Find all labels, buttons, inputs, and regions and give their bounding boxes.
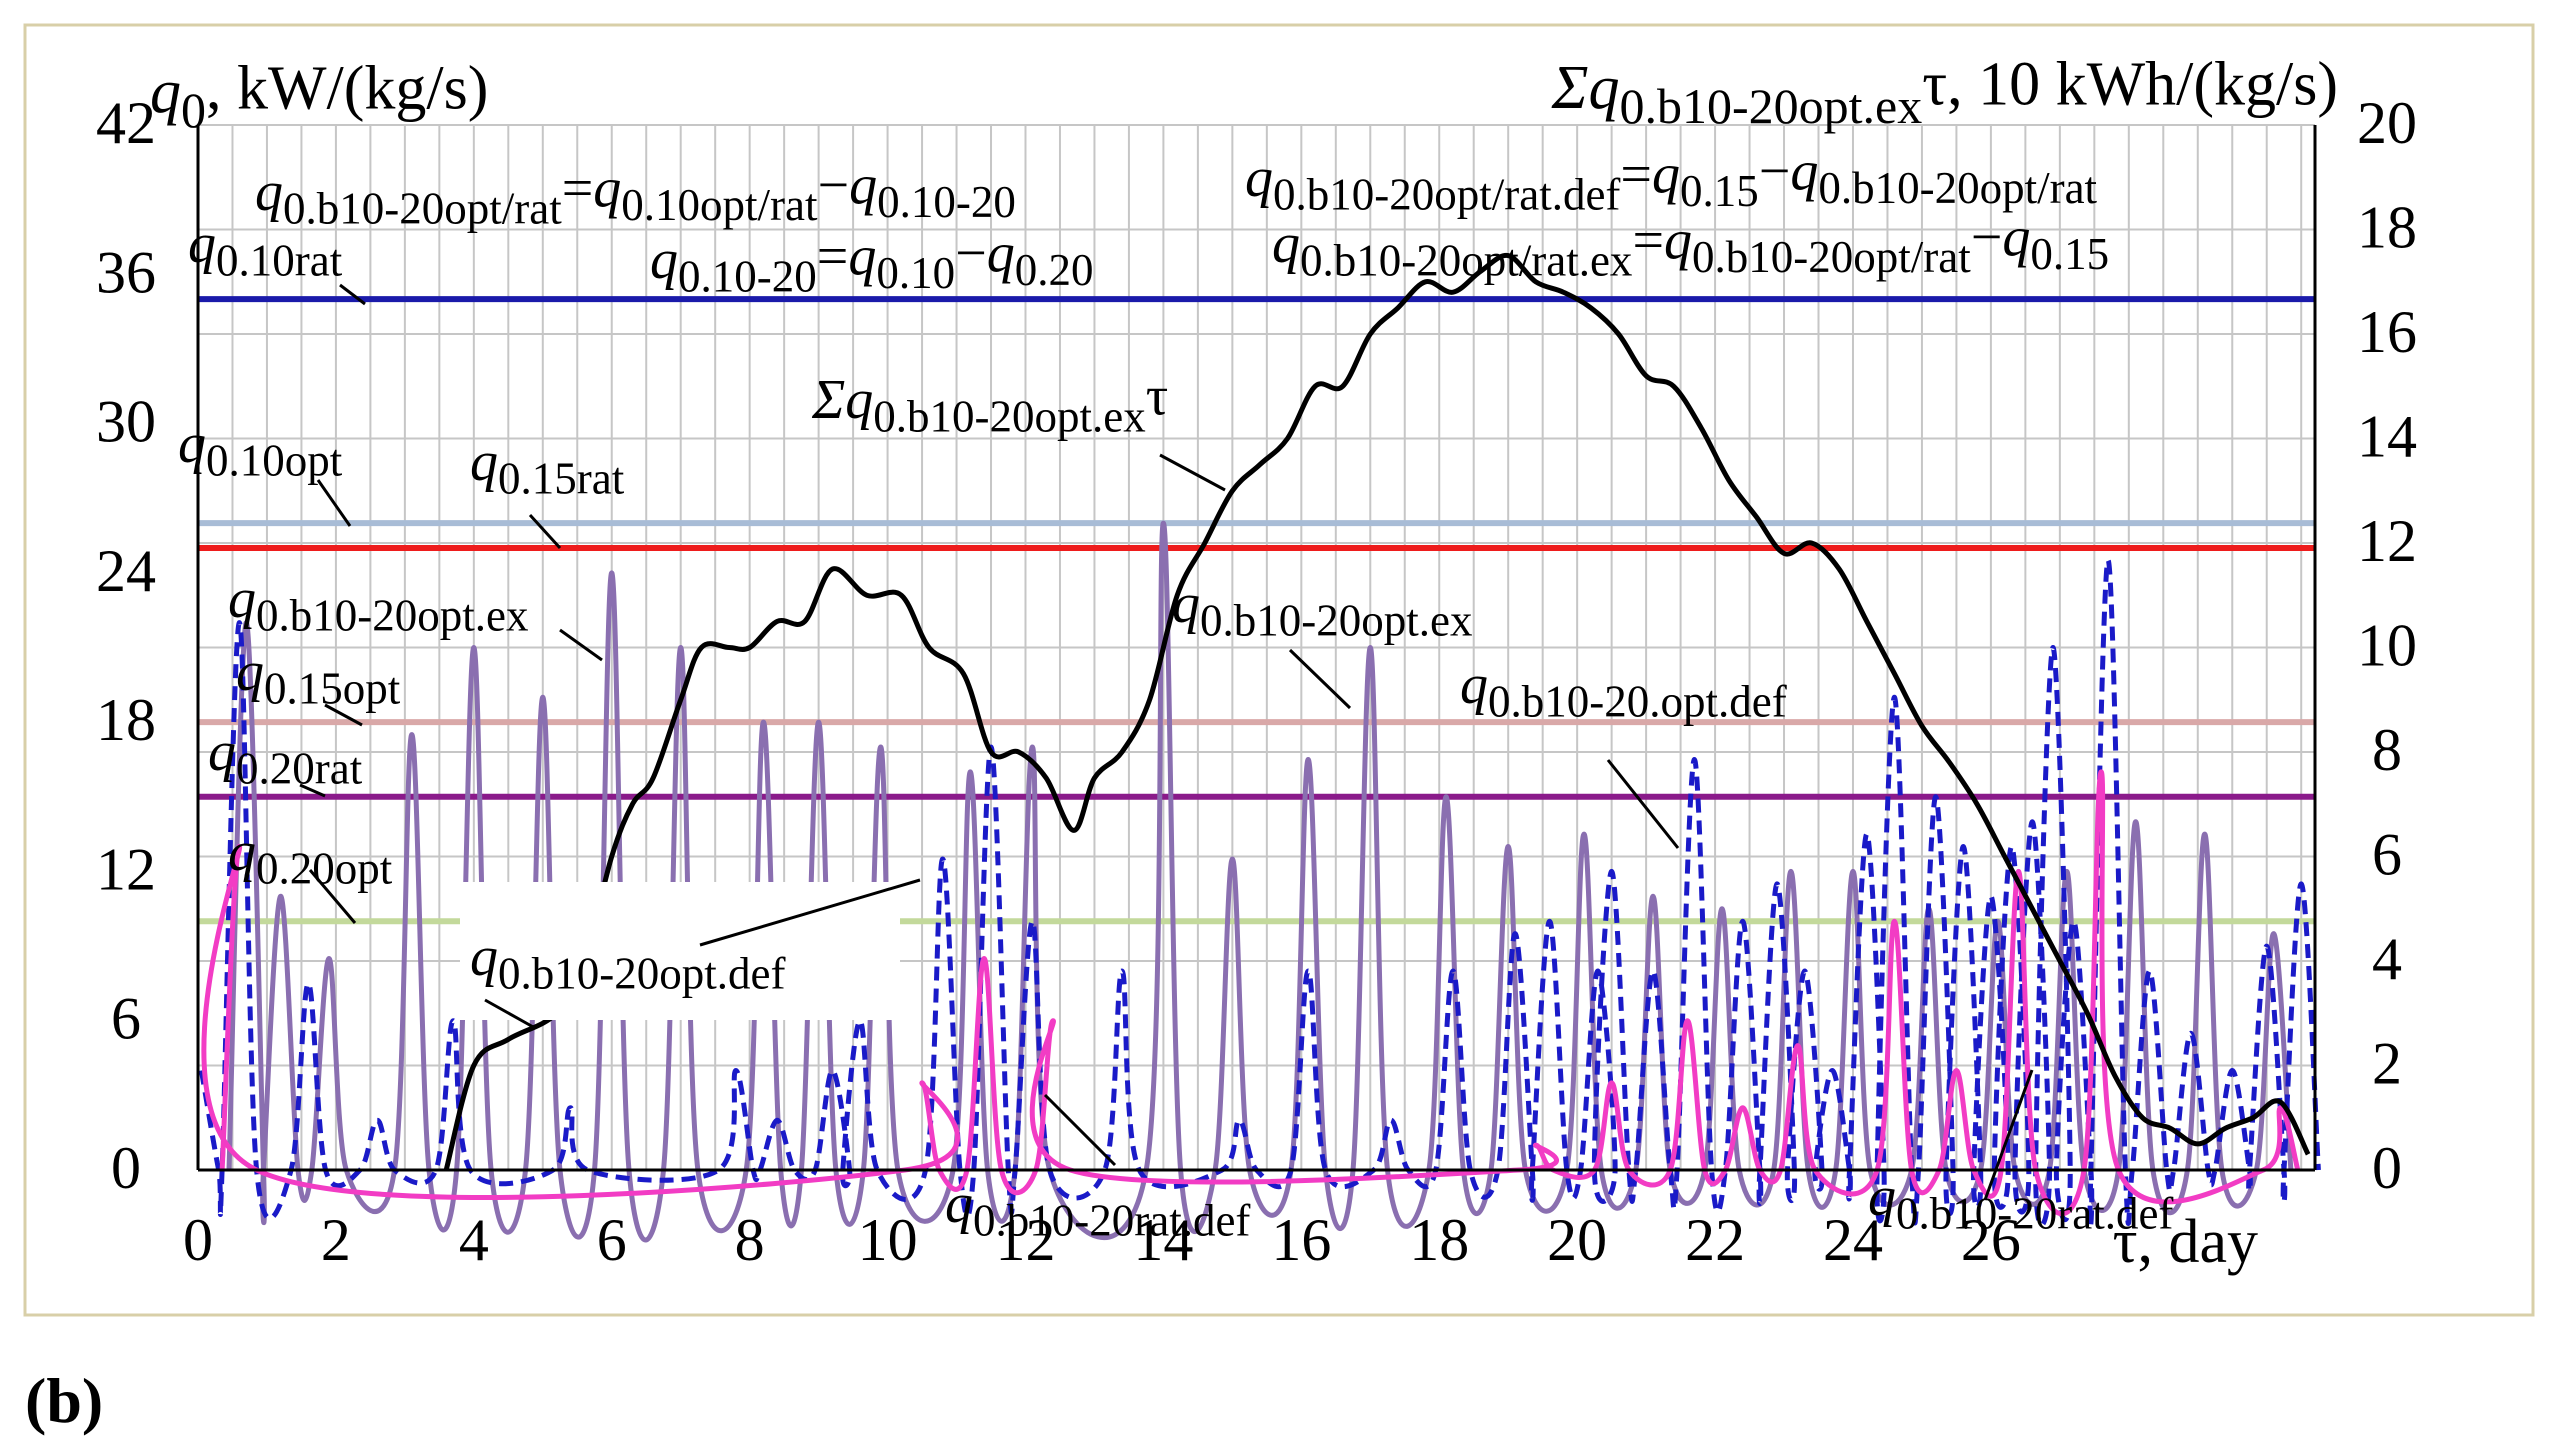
leader-line xyxy=(308,869,357,924)
series-annotation: q0.b10-20rat.def xyxy=(945,1173,1250,1246)
right-tick-label: 20 xyxy=(2357,90,2417,156)
x-tick-label: 4 xyxy=(459,1207,489,1273)
leader-line xyxy=(1288,648,1352,710)
series-annotation: q0.10opt xyxy=(178,413,343,486)
leader-line xyxy=(324,703,363,727)
x-tick-label: 16 xyxy=(1271,1207,1331,1273)
series-annotation: q0.10rat xyxy=(188,213,343,286)
series-annotation: q0.b10-20rat.def xyxy=(1868,1166,2173,1239)
right-tick-label: 14 xyxy=(2357,404,2417,470)
equation-label: q0.10-20=q0.10−q0.20 xyxy=(650,222,1093,301)
left-tick-label: 18 xyxy=(96,687,156,753)
right-tick-label: 4 xyxy=(2372,926,2402,992)
leader-line xyxy=(316,479,352,527)
leader-line xyxy=(699,878,921,947)
leader-line xyxy=(484,998,536,1030)
right-tick-label: 2 xyxy=(2372,1031,2402,1097)
series-annotation: q0.b10-20.opt.def xyxy=(1460,654,1787,727)
leader-line xyxy=(1043,1093,1117,1167)
leader-line xyxy=(1983,1069,2034,1201)
series--q0-b10-20opt-ex- xyxy=(443,253,2311,1171)
series-group xyxy=(198,253,2321,1243)
x-tick-label: 8 xyxy=(735,1207,765,1273)
equation-label: q0.b10-20opt/rat.def=q0.15−q0.b10-20opt/… xyxy=(1245,140,2098,219)
x-tick-label: 24 xyxy=(1823,1207,1883,1273)
right-tick-label: 16 xyxy=(2357,299,2417,365)
x-tick-label: 0 xyxy=(183,1207,213,1273)
left-tick-label: 36 xyxy=(96,239,156,305)
x-tick-label: 18 xyxy=(1409,1207,1469,1273)
x-tick-label: 6 xyxy=(597,1207,627,1273)
leader-line xyxy=(559,628,603,662)
leader-line xyxy=(1159,453,1226,492)
left-tick-label: 24 xyxy=(96,538,156,604)
left-axis-title: q0, kW/(kg/s) xyxy=(150,54,488,138)
x-tick-label: 10 xyxy=(858,1207,918,1273)
right-tick-label: 12 xyxy=(2357,508,2417,574)
right-tick-label: 10 xyxy=(2357,613,2417,679)
left-tick-label: 12 xyxy=(96,836,156,902)
axes xyxy=(196,125,2317,1172)
figure-frame xyxy=(23,23,2535,1317)
series-annotation: q0.15rat xyxy=(470,431,625,504)
series-annotation: Σq0.b10-20opt.exτ xyxy=(811,366,1168,442)
series-q0-b10-20rat-def xyxy=(201,769,2301,1217)
series-annotation: q0.b10-20opt.ex xyxy=(1172,573,1472,646)
right-tick-label: 8 xyxy=(2372,717,2402,783)
x-tick-label: 2 xyxy=(321,1207,351,1273)
x-axis-title: τ, day xyxy=(2113,1208,2258,1276)
x-tick-label: 22 xyxy=(1685,1207,1745,1273)
series-annotation: q0.b10-20opt.def xyxy=(470,926,785,999)
panel-label: (b) xyxy=(25,1365,103,1436)
left-tick-label: 0 xyxy=(111,1135,141,1201)
x-tick-label: 14 xyxy=(1133,1207,1193,1273)
right-tick-label: 6 xyxy=(2372,822,2402,888)
leader-line xyxy=(299,783,326,798)
right-tick-label: 18 xyxy=(2357,195,2417,261)
left-tick-label: 6 xyxy=(111,986,141,1052)
x-tick-label: 20 xyxy=(1547,1207,1607,1273)
left-tick-label: 30 xyxy=(96,389,156,455)
label-backdrop xyxy=(460,882,900,1020)
series-q0-b10-20-opt-def xyxy=(198,557,2321,1229)
series-annotation: q0.20rat xyxy=(208,721,363,794)
x-tick-label: 12 xyxy=(995,1207,1055,1273)
leader-line xyxy=(339,283,366,306)
equation-label: q0.b10-20opt/rat=q0.10opt/rat−q0.10-20 xyxy=(255,154,1016,233)
leader-line xyxy=(1606,759,1680,849)
right-axis-title: Σq0.b10-20opt.exτ, 10 kWh/(kg/s) xyxy=(1551,50,2338,134)
x-tick-label: 26 xyxy=(1961,1207,2021,1273)
right-tick-label: 0 xyxy=(2372,1135,2402,1201)
series-annotation: q0.b10-20opt.ex xyxy=(228,568,528,641)
series-annotation: q0.15opt xyxy=(236,641,401,714)
leader-line xyxy=(528,513,562,550)
equation-label: q0.b10-20opt/rat.ex=q0.b10-20opt/rat−q0.… xyxy=(1272,206,2109,285)
left-tick-label: 42 xyxy=(96,90,156,156)
